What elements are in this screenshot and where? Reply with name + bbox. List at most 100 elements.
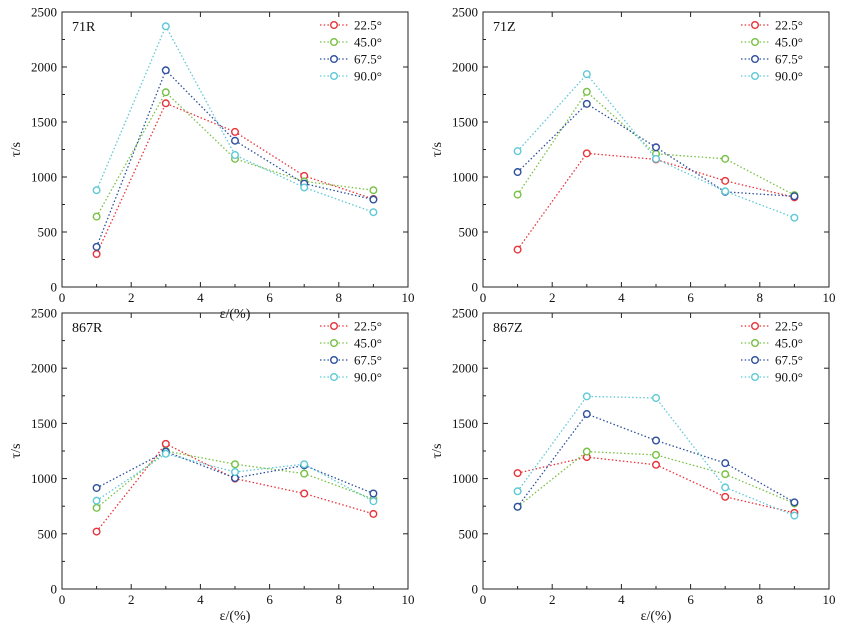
y-tick-label: 2000 bbox=[31, 60, 57, 75]
legend-marker bbox=[330, 356, 339, 365]
data-point bbox=[721, 492, 730, 501]
data-point bbox=[513, 469, 522, 478]
data-point bbox=[652, 154, 661, 163]
y-tick-label: 1500 bbox=[452, 416, 478, 431]
y-axis-title: τ/s bbox=[430, 142, 445, 157]
y-tick-label: 1000 bbox=[452, 170, 478, 185]
data-point bbox=[652, 450, 661, 459]
series-line-67.5° bbox=[517, 413, 795, 508]
data-point bbox=[790, 192, 799, 201]
y-axis-title: τ/s bbox=[9, 444, 24, 459]
data-point bbox=[721, 187, 730, 196]
data-point bbox=[230, 150, 239, 159]
data-point bbox=[790, 498, 799, 507]
series-line-90.0° bbox=[96, 24, 374, 213]
legend-label: 22.5° bbox=[775, 18, 803, 33]
data-point bbox=[652, 460, 661, 469]
x-tick-label: 8 bbox=[757, 592, 764, 607]
y-tick-label: 2000 bbox=[31, 361, 57, 376]
x-tick-label: 8 bbox=[336, 592, 343, 607]
data-point bbox=[582, 99, 591, 108]
legend-label: 90.0° bbox=[354, 69, 382, 84]
panel-71z: 0 2 4 6 8 10 0 500 1000 1500 2000 2500 τ/s 71Z 22.5° 45… bbox=[430, 5, 836, 306]
data-point bbox=[721, 154, 730, 163]
series-line-45.0° bbox=[517, 90, 795, 196]
legend-marker bbox=[751, 21, 760, 30]
legend-marker bbox=[330, 38, 339, 47]
series-line-90.0° bbox=[96, 453, 374, 502]
data-point bbox=[582, 392, 591, 401]
data-point bbox=[161, 66, 170, 75]
series-line-22.5° bbox=[96, 442, 374, 533]
legend-label: 22.5° bbox=[775, 319, 803, 334]
x-tick-label: 8 bbox=[336, 290, 343, 305]
legend-marker bbox=[330, 373, 339, 382]
legend-label: 45.0° bbox=[775, 35, 803, 50]
legend-marker bbox=[751, 38, 760, 47]
panel-label: 867Z bbox=[493, 321, 523, 336]
legend-label: 90.0° bbox=[775, 69, 803, 84]
data-point bbox=[369, 509, 378, 518]
y-tick-label: 1000 bbox=[31, 170, 57, 185]
data-point bbox=[582, 87, 591, 96]
legend-marker bbox=[330, 55, 339, 64]
series-line-22.5° bbox=[96, 102, 374, 255]
x-axis-title: ε/(%) bbox=[641, 609, 672, 624]
legend-marker bbox=[751, 339, 760, 348]
y-tick-label: 500 bbox=[459, 225, 479, 240]
data-point bbox=[161, 88, 170, 97]
legend-label: 45.0° bbox=[354, 336, 382, 351]
data-point bbox=[230, 127, 239, 136]
data-point bbox=[513, 487, 522, 496]
data-point bbox=[582, 149, 591, 158]
y-tick-label: 2000 bbox=[452, 361, 478, 376]
y-tick-label: 2000 bbox=[452, 60, 478, 75]
y-tick-label: 2500 bbox=[452, 5, 478, 20]
data-point bbox=[300, 460, 309, 469]
data-point bbox=[92, 212, 101, 221]
data-point bbox=[92, 249, 101, 258]
y-tick-label: 1500 bbox=[31, 115, 57, 130]
panel-867z: 0 2 4 6 8 10 0 500 1000 1500 2000 2500 τ/s ε/(%) 867Z 2… bbox=[430, 306, 836, 625]
data-point bbox=[721, 483, 730, 492]
data-point bbox=[369, 208, 378, 217]
x-tick-label: 0 bbox=[59, 592, 66, 607]
x-tick-label: 2 bbox=[549, 592, 556, 607]
y-tick-label: 1000 bbox=[31, 471, 57, 486]
legend-label: 22.5° bbox=[354, 319, 382, 334]
data-point bbox=[92, 527, 101, 536]
x-tick-label: 2 bbox=[549, 290, 556, 305]
legend-marker bbox=[751, 356, 760, 365]
y-tick-label: 1000 bbox=[452, 471, 478, 486]
x-tick-label: 10 bbox=[823, 592, 836, 607]
x-tick-label: 0 bbox=[480, 290, 487, 305]
series-line-90.0° bbox=[517, 395, 795, 517]
legend-label: 67.5° bbox=[775, 52, 803, 67]
x-tick-label: 4 bbox=[197, 290, 204, 305]
panel-label: 71Z bbox=[493, 20, 516, 35]
y-tick-label: 500 bbox=[38, 225, 58, 240]
legend-marker bbox=[330, 21, 339, 30]
data-point bbox=[92, 186, 101, 195]
data-point bbox=[161, 22, 170, 31]
data-point bbox=[652, 394, 661, 403]
legend-marker bbox=[751, 373, 760, 382]
legend-marker bbox=[751, 322, 760, 331]
panel-label: 867R bbox=[72, 321, 103, 336]
series-line-67.5° bbox=[95, 69, 374, 248]
data-point bbox=[161, 439, 170, 448]
y-tick-label: 500 bbox=[38, 526, 58, 541]
legend-label: 22.5° bbox=[354, 18, 382, 33]
y-tick-label: 0 bbox=[51, 582, 58, 597]
legend-marker bbox=[330, 71, 339, 80]
panel-71r: 0 2 4 6 8 10 0 500 1000 1500 2000 2500 τ/s ε/(%) 71R 22… bbox=[9, 5, 415, 323]
data-point bbox=[92, 503, 101, 512]
legend-label: 90.0° bbox=[775, 370, 803, 385]
data-point bbox=[230, 460, 239, 469]
legend-label: 45.0° bbox=[775, 336, 803, 351]
x-tick-label: 6 bbox=[687, 290, 694, 305]
data-point bbox=[582, 410, 591, 419]
data-point bbox=[790, 213, 799, 222]
data-point bbox=[92, 242, 101, 251]
